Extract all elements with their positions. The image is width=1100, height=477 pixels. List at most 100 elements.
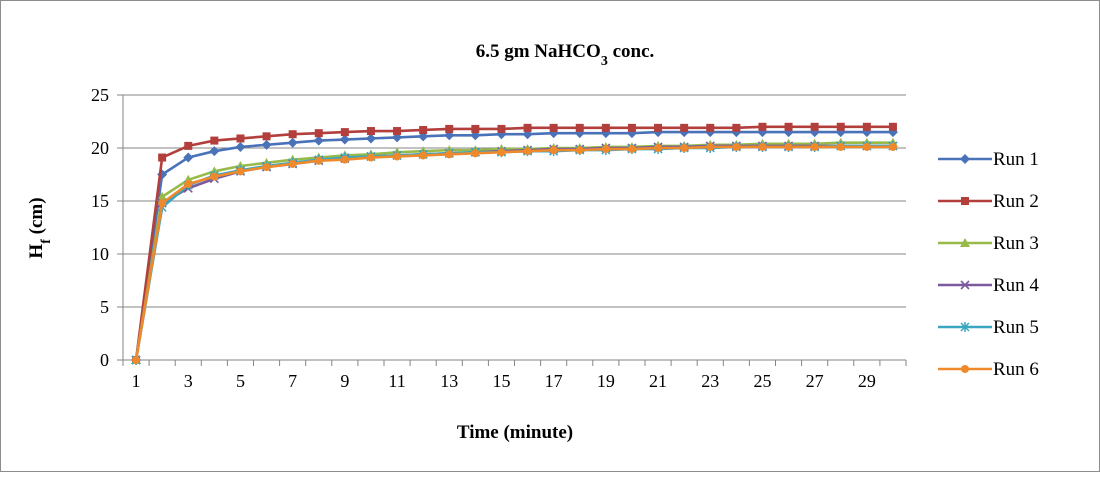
legend-marker bbox=[960, 322, 970, 332]
x-tick-label: 1 bbox=[132, 371, 141, 391]
data-point bbox=[419, 125, 428, 134]
legend-item: Run 4 bbox=[938, 275, 1039, 296]
y-tick-label: 0 bbox=[100, 350, 109, 370]
data-point bbox=[262, 163, 271, 172]
data-point bbox=[445, 150, 454, 159]
data-point bbox=[706, 142, 715, 151]
data-point bbox=[184, 141, 193, 150]
legend-marker bbox=[961, 365, 969, 373]
data-point bbox=[732, 142, 741, 151]
x-tick-label: 5 bbox=[236, 371, 245, 391]
data-point bbox=[627, 123, 636, 132]
data-point bbox=[132, 356, 141, 364]
data-point bbox=[888, 122, 897, 131]
data-point bbox=[158, 199, 167, 208]
legend-label: Run 2 bbox=[993, 191, 1039, 212]
x-tick-label: 15 bbox=[492, 371, 510, 391]
data-point bbox=[862, 142, 871, 151]
series-line bbox=[134, 141, 893, 361]
data-point bbox=[627, 145, 636, 154]
data-point bbox=[158, 153, 167, 162]
legend-item: Run 3 bbox=[938, 233, 1039, 254]
legend-item: Run 6 bbox=[938, 359, 1039, 380]
legend-item: Run 2 bbox=[938, 191, 1039, 212]
data-point bbox=[366, 127, 375, 136]
x-tick-label: 29 bbox=[858, 371, 876, 391]
data-point bbox=[339, 134, 350, 145]
data-point bbox=[340, 128, 349, 137]
data-point bbox=[758, 122, 767, 131]
data-point bbox=[654, 144, 663, 152]
data-point bbox=[497, 148, 506, 157]
legend-marker bbox=[960, 154, 970, 164]
data-point bbox=[393, 127, 402, 136]
data-point bbox=[810, 142, 819, 151]
data-point bbox=[236, 167, 245, 176]
gridlines bbox=[123, 94, 906, 308]
data-point bbox=[758, 142, 767, 151]
y-axis-title: Hf (cm) bbox=[26, 197, 54, 258]
x-tick-label: 23 bbox=[701, 371, 719, 391]
data-point bbox=[340, 155, 349, 164]
series-line bbox=[134, 125, 893, 361]
x-tick-label: 11 bbox=[388, 371, 405, 391]
data-point bbox=[784, 122, 793, 131]
data-point bbox=[236, 134, 245, 143]
data-point bbox=[706, 123, 715, 132]
legend-marker bbox=[961, 197, 969, 205]
y-tick-label: 20 bbox=[91, 138, 109, 158]
data-point bbox=[210, 172, 219, 181]
data-point bbox=[471, 149, 480, 158]
x-tick-label: 27 bbox=[806, 371, 824, 391]
data-point bbox=[523, 123, 532, 132]
legend-item: Run 5 bbox=[938, 317, 1039, 338]
x-tick-label: 13 bbox=[440, 371, 458, 391]
legend-label: Run 4 bbox=[993, 275, 1039, 296]
legend-marker bbox=[960, 280, 970, 290]
x-tick-label: 19 bbox=[597, 371, 615, 391]
data-point bbox=[549, 146, 558, 155]
data-point bbox=[157, 191, 168, 201]
legend-label: Run 1 bbox=[993, 149, 1039, 170]
data-point bbox=[184, 180, 193, 189]
y-tick-label: 10 bbox=[91, 244, 109, 264]
data-point bbox=[365, 133, 376, 144]
chart-title: 6.5 gm NaHCO3 conc. bbox=[476, 41, 655, 69]
legend-label: Run 6 bbox=[993, 359, 1039, 380]
data-point bbox=[575, 146, 584, 155]
x-tick-label: 25 bbox=[753, 371, 771, 391]
legend-label: Run 5 bbox=[993, 317, 1039, 338]
legend-marker bbox=[960, 238, 970, 247]
data-point bbox=[862, 122, 871, 131]
y-tick-labels: 0 5 10 15 20 25 bbox=[91, 85, 109, 370]
series-line bbox=[134, 145, 893, 361]
axes bbox=[117, 94, 907, 366]
data-point bbox=[313, 135, 324, 146]
x-tick-label: 9 bbox=[340, 371, 349, 391]
x-tick-label: 21 bbox=[649, 371, 667, 391]
data-point bbox=[836, 142, 845, 151]
y-tick-label: 5 bbox=[100, 297, 109, 317]
data-point bbox=[784, 142, 793, 151]
x-tick-label: 7 bbox=[288, 371, 297, 391]
data-point bbox=[888, 142, 897, 151]
data-point bbox=[523, 147, 532, 156]
x-tick-label: 17 bbox=[545, 371, 563, 391]
data-point bbox=[314, 129, 323, 138]
data-point bbox=[209, 146, 220, 157]
data-point bbox=[287, 137, 298, 148]
data-point bbox=[654, 123, 663, 132]
data-point bbox=[810, 122, 819, 131]
data-point bbox=[235, 141, 246, 152]
data-point bbox=[262, 132, 271, 141]
data-point bbox=[575, 123, 584, 132]
legend-item: Run 1 bbox=[938, 149, 1039, 170]
data-point bbox=[288, 159, 297, 168]
data-point bbox=[183, 152, 194, 163]
legend: Run 1 Run 2 Run 3 Run 4 Run 5 Run 6 bbox=[938, 149, 1039, 380]
data-point bbox=[549, 123, 558, 132]
data-point bbox=[261, 139, 272, 150]
